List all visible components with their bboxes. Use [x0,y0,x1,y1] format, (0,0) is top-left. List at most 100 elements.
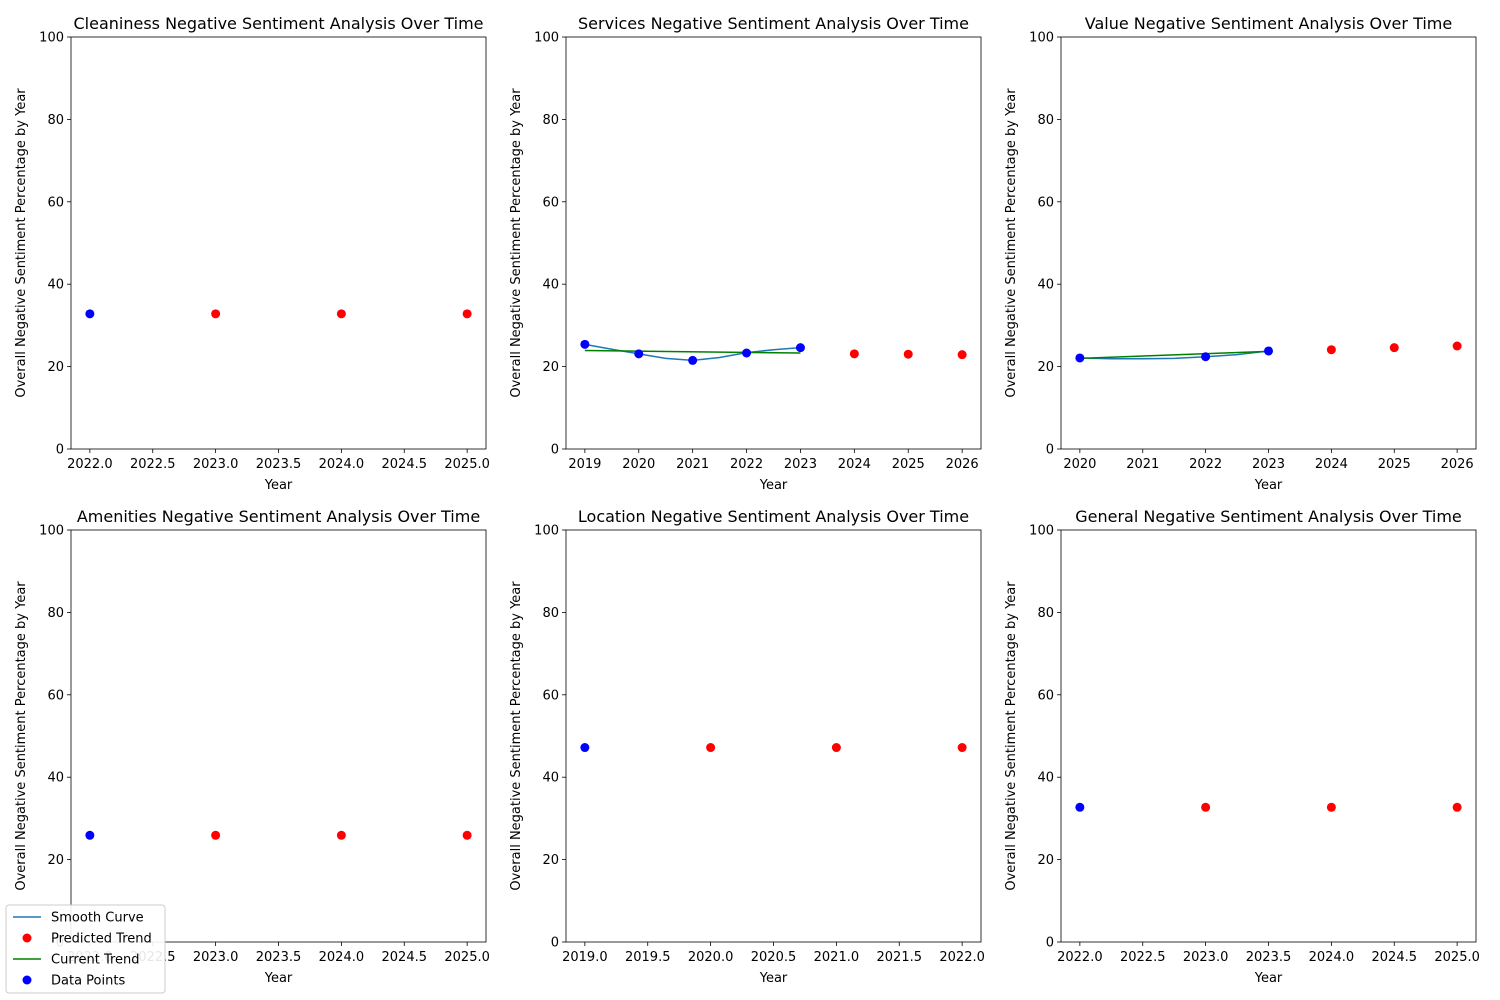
x-tick-label: 2020 [622,457,655,472]
subplot-title: Location Negative Sentiment Analysis Ove… [578,507,969,526]
axes-frame [565,36,982,450]
predicted-point [1326,802,1336,812]
data-point [688,355,698,365]
legend-box [5,904,166,994]
y-tick-label: 80 [1037,113,1054,128]
x-tick-label: 2023.0 [193,457,239,472]
predicted-point [336,309,346,319]
x-axis-label: Year [759,971,788,986]
y-tick-label: 60 [1037,195,1054,210]
x-tick-label: 2020.0 [688,950,734,965]
x-tick-label: 2020 [1063,457,1096,472]
x-tick-label: 2023.0 [193,950,239,965]
x-axis-label: Year [759,478,788,493]
current-trend-line [584,349,801,354]
y-tick-label: 100 [39,524,64,539]
y-tick-label: 100 [39,31,64,46]
y-tick-label: 40 [1037,278,1054,293]
y-tick-label: 100 [1029,31,1054,46]
y-tick-label: 20 [542,853,559,868]
y-tick-label: 0 [56,443,64,458]
legend-label: Current Trend [51,953,140,968]
subplot-title: Cleaniness Negative Sentiment Analysis O… [73,14,483,33]
y-tick-label: 20 [47,853,64,868]
predicted-point [211,309,221,319]
legend-dot-marker [22,933,32,943]
y-tick-label: 60 [542,688,559,703]
x-tick-label: 2023.5 [256,950,302,965]
predicted-point [1201,802,1211,812]
x-tick-label: 2024.0 [319,457,365,472]
x-tick-label: 2025.0 [444,457,490,472]
y-tick-label: 20 [47,360,64,375]
predicted-point [1452,802,1462,812]
y-axis-label: Overall Negative Sentiment Percentage by… [1004,581,1019,891]
x-tick-label: 2022 [730,457,763,472]
subplot-6: General Negative Sentiment Analysis Over… [1004,507,1480,986]
x-tick-label: 2023.0 [1183,950,1229,965]
y-tick-label: 20 [1037,360,1054,375]
y-tick-label: 0 [1046,936,1054,951]
y-tick-label: 80 [542,606,559,621]
x-tick-label: 2019 [568,457,601,472]
x-tick-label: 2021 [1126,457,1159,472]
data-point [1075,802,1085,812]
subplot-title: Amenities Negative Sentiment Analysis Ov… [77,507,480,526]
legend-dot-marker [22,975,32,985]
predicted-point [336,830,346,840]
y-tick-label: 80 [1037,606,1054,621]
x-axis-label: Year [264,971,293,986]
smooth-curve-line [1079,350,1269,360]
axes-frame [565,529,982,943]
predicted-point [462,830,472,840]
axes-frame [1060,36,1477,450]
y-tick-label: 60 [47,688,64,703]
subplot-title: General Negative Sentiment Analysis Over… [1075,507,1462,526]
axes-frame [1060,529,1477,943]
predicted-point [831,743,841,753]
y-tick-label: 20 [1037,853,1054,868]
x-tick-label: 2023.5 [1246,950,1292,965]
x-tick-label: 2021 [676,457,709,472]
subplot-2: Services Negative Sentiment Analysis Ove… [509,14,982,493]
legend-label: Smooth Curve [51,911,144,926]
x-tick-label: 2022.0 [1057,950,1103,965]
data-point [795,343,805,353]
x-tick-label: 2025.0 [1434,950,1480,965]
x-axis-label: Year [1254,478,1283,493]
x-tick-label: 2022.0 [939,950,985,965]
subplot-4: Amenities Negative Sentiment Analysis Ov… [14,507,490,986]
y-tick-label: 20 [542,360,559,375]
subplot-3: Value Negative Sentiment Analysis Over T… [1004,14,1477,493]
x-tick-label: 2019.0 [562,950,608,965]
x-tick-label: 2022.5 [1120,950,1166,965]
y-tick-label: 0 [1046,443,1054,458]
y-tick-label: 100 [534,524,559,539]
legend: Smooth Curve Predicted Trend Current Trend… [5,904,166,994]
y-tick-label: 80 [47,113,64,128]
y-tick-label: 40 [47,771,64,786]
x-tick-label: 2026 [946,457,979,472]
y-tick-label: 60 [1037,688,1054,703]
subplot-1: Cleaniness Negative Sentiment Analysis O… [14,14,490,493]
predicted-point [1389,343,1399,353]
subplot-title: Services Negative Sentiment Analysis Ove… [578,14,969,33]
subplot-5: Location Negative Sentiment Analysis Ove… [509,507,985,986]
data-point [1075,353,1085,363]
axes-frame [70,529,487,943]
predicted-point [957,350,967,360]
x-tick-label: 2021.0 [814,950,860,965]
y-tick-label: 100 [534,31,559,46]
x-tick-label: 2020.5 [751,950,797,965]
subplot-title: Value Negative Sentiment Analysis Over T… [1085,14,1452,33]
predicted-point [1326,345,1336,355]
x-tick-label: 2023.5 [256,457,302,472]
predicted-point [211,830,221,840]
predicted-point [849,349,859,359]
predicted-point [706,743,716,753]
predicted-point [1452,341,1462,351]
y-tick-label: 60 [47,195,64,210]
y-axis-label: Overall Negative Sentiment Percentage by… [509,581,524,891]
x-tick-label: 2021.5 [877,950,923,965]
